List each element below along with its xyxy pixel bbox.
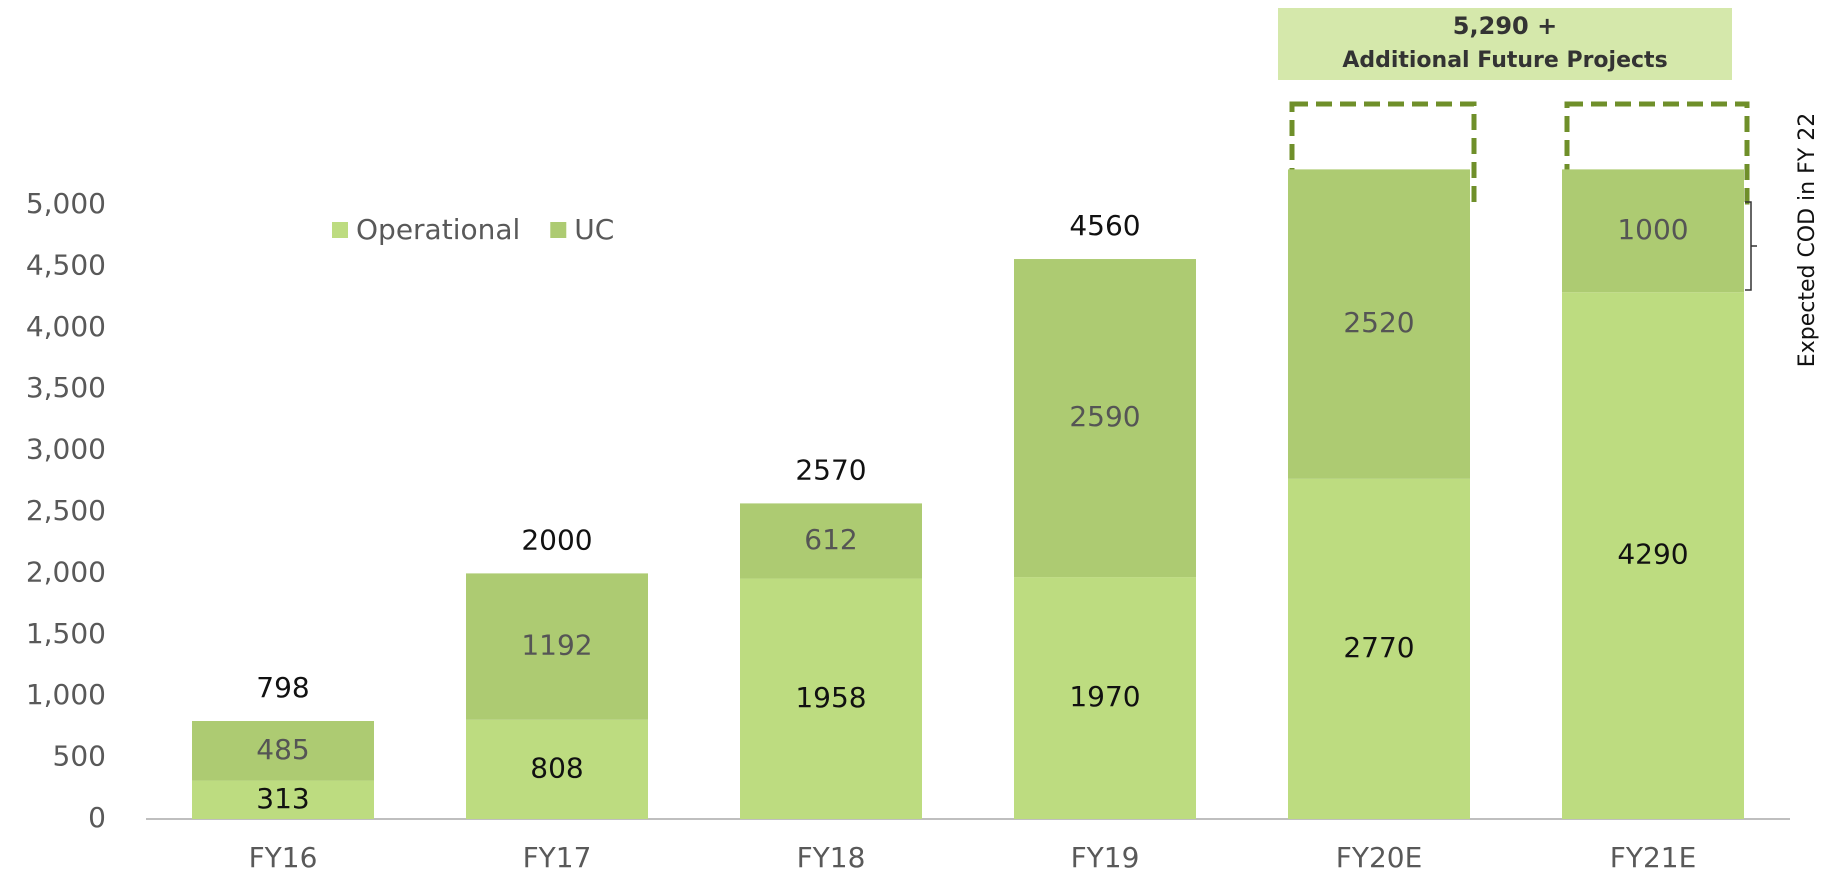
x-tick-label: FY16 xyxy=(249,841,318,872)
bar-segment xyxy=(192,721,374,781)
total-label: 2000 xyxy=(521,523,592,556)
y-tick-label: 2,000 xyxy=(26,555,106,588)
data-label: 313 xyxy=(256,782,309,815)
data-label: 612 xyxy=(804,523,857,556)
bar-segment xyxy=(1014,577,1196,819)
x-tick-label: FY18 xyxy=(797,841,866,872)
data-label: 1192 xyxy=(521,629,592,662)
y-tick-label: 1,500 xyxy=(26,617,106,650)
total-label: 4560 xyxy=(1069,209,1140,242)
bar-segment xyxy=(1288,169,1470,479)
bar-segment xyxy=(466,573,648,720)
legend-swatch xyxy=(332,222,348,238)
total-label: 2570 xyxy=(795,453,866,486)
data-label: 1970 xyxy=(1069,680,1140,713)
bar-segment xyxy=(1288,478,1470,819)
annotation: Additional Future Projects xyxy=(1342,48,1667,73)
bar-segment xyxy=(466,719,648,819)
x-tick-label: FY20E xyxy=(1336,841,1423,872)
y-tick-label: 4,500 xyxy=(26,248,106,281)
bar-segment xyxy=(740,503,922,579)
x-tick-label: FY19 xyxy=(1071,841,1140,872)
data-label: 808 xyxy=(530,751,583,784)
legend-label: UC xyxy=(574,213,614,246)
data-label: 485 xyxy=(256,733,309,766)
legend-label: Operational xyxy=(356,213,520,246)
data-label: 2590 xyxy=(1069,400,1140,433)
x-tick-label: FY17 xyxy=(523,841,592,872)
y-tick-label: 3,000 xyxy=(26,433,106,466)
y-tick-label: 4,000 xyxy=(26,310,106,343)
data-label: 2520 xyxy=(1343,306,1414,339)
annotation: 5,290 + xyxy=(1453,12,1557,40)
y-tick-label: 3,500 xyxy=(26,371,106,404)
total-label: 798 xyxy=(256,671,309,704)
bar-segment xyxy=(1562,169,1744,293)
y-tick-label: 0 xyxy=(88,801,106,834)
y-tick-label: 2,500 xyxy=(26,494,106,527)
y-tick-label: 1,000 xyxy=(26,678,106,711)
annotation-box xyxy=(1278,8,1732,80)
bar-segment xyxy=(1562,292,1744,819)
y-tick-label: 5,000 xyxy=(26,187,106,220)
bracket xyxy=(1745,201,1757,291)
data-label: 1958 xyxy=(795,681,866,714)
bar-segment xyxy=(740,578,922,819)
legend-swatch xyxy=(550,222,567,238)
y-tick-label: 500 xyxy=(53,740,106,773)
bar-segment xyxy=(1014,259,1196,578)
bar-segment xyxy=(192,780,374,819)
data-label: 1000 xyxy=(1617,213,1688,246)
x-tick-label: FY21E xyxy=(1610,841,1697,872)
side-note: Expected COD in FY 22 xyxy=(1795,113,1820,367)
data-label: 2770 xyxy=(1343,631,1414,664)
data-label: 4290 xyxy=(1617,538,1688,571)
